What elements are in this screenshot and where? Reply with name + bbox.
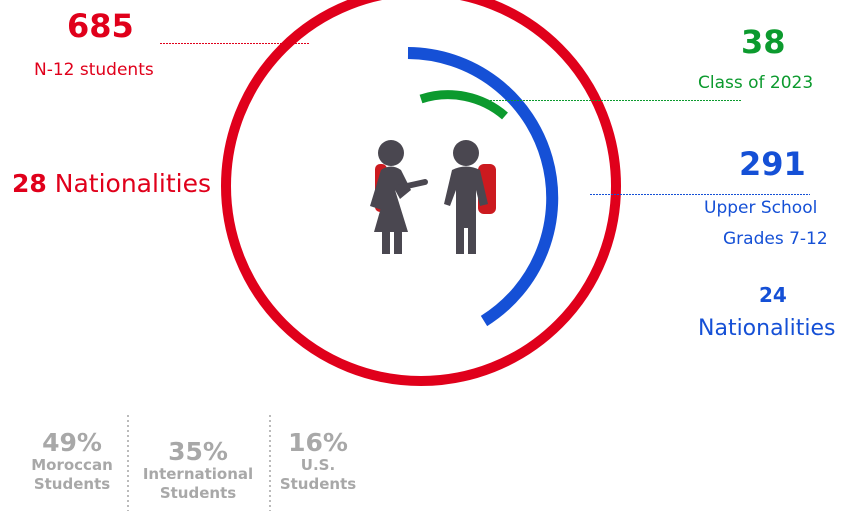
upper-school-value: 291	[739, 145, 806, 183]
nationalities-upper-label: Nationalities	[698, 316, 836, 341]
total-students-ring	[221, 0, 621, 386]
upper-school-line2: Grades 7-12	[723, 229, 828, 249]
breakdown-line2: Students	[159, 484, 237, 502]
nationalities-all-value: 28	[12, 169, 47, 198]
class-2023-value: 38	[741, 23, 786, 61]
total-students-value: 685	[67, 7, 134, 45]
breakdown-us: 16% U.S. Students	[278, 429, 358, 494]
nationalities-all: 28 Nationalities	[12, 169, 211, 199]
breakdown-line2: Students	[33, 475, 111, 493]
upper-school-line1: Upper School	[704, 198, 818, 218]
breakdown-pct: 49%	[42, 428, 102, 457]
breakdown-pct: 35%	[168, 437, 228, 466]
breakdown-moroccan: 49% Moroccan Students	[19, 429, 125, 494]
class-2023-label: Class of 2023	[698, 73, 814, 93]
breakdown-pct: 16%	[288, 428, 348, 457]
nationalities-all-label: Nationalities	[54, 169, 212, 198]
breakdown-line2: Students	[279, 475, 357, 493]
class-2023-arc	[419, 90, 508, 120]
breakdown-line1: U.S.	[300, 456, 336, 474]
total-students-label: N-12 students	[34, 60, 154, 80]
upper-school-arc	[407, 47, 559, 327]
breakdown-line1: Moroccan	[31, 456, 113, 474]
students-icon	[370, 140, 496, 254]
nationalities-upper-value: 24	[759, 283, 787, 307]
breakdown-international: 35% International Students	[131, 438, 265, 503]
breakdown-line1: International	[142, 465, 254, 483]
